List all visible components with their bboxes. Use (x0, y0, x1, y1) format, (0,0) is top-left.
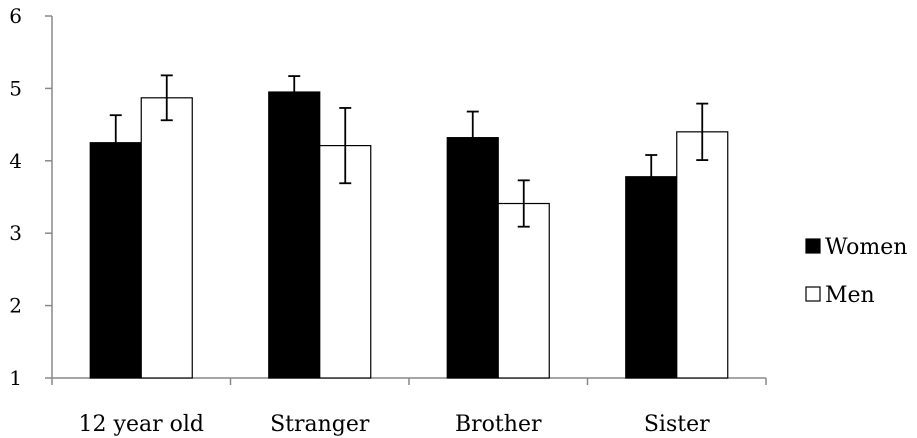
x-category-label: 12 year old (79, 412, 204, 437)
bar-women-4 (625, 176, 678, 379)
bar-men-4 (676, 131, 729, 379)
bar-women-3 (446, 137, 499, 379)
legend-swatch-men (805, 286, 821, 302)
labels: 1 2 3 4 5 6 12 year old Stranger Brother Sister (9, 4, 710, 437)
y-tick-label: 6 (9, 4, 22, 28)
bar-men-1 (140, 97, 193, 379)
bar-men-2 (319, 144, 372, 379)
bars (89, 91, 729, 379)
y-tick-label: 2 (9, 294, 22, 318)
legend-label-women: Women (825, 235, 907, 260)
y-tick-label: 5 (9, 76, 22, 100)
legend-swatch-women (805, 238, 821, 254)
y-tick-label: 1 (9, 366, 22, 390)
y-tick-label: 4 (9, 149, 22, 173)
error-bars (109, 74, 709, 228)
legend-label-men: Men (825, 283, 875, 308)
bar-men-3 (497, 202, 550, 379)
bar-women-1 (89, 142, 142, 379)
bar-women-2 (268, 91, 321, 379)
legend: Women Men (805, 235, 907, 308)
x-category-label: Brother (455, 412, 542, 437)
x-category-label: Stranger (270, 412, 370, 437)
x-category-label: Sister (644, 412, 710, 437)
y-tick-label: 3 (9, 221, 22, 245)
